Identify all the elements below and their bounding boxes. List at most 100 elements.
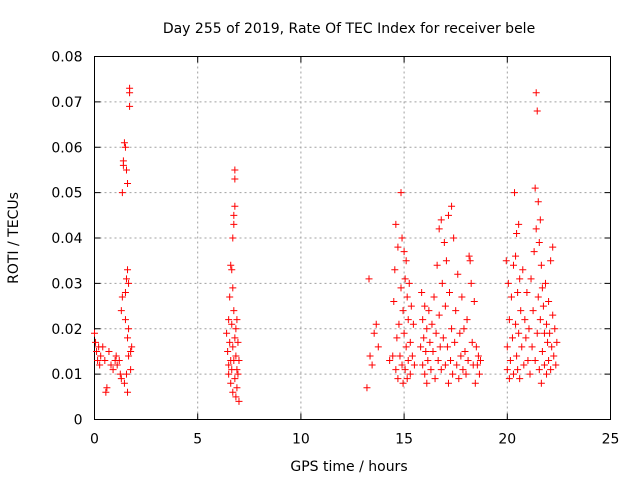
data-point	[524, 357, 532, 365]
data-point	[122, 370, 130, 378]
data-point	[529, 307, 537, 315]
data-point	[403, 293, 411, 301]
data-point	[113, 361, 121, 369]
data-point	[535, 366, 543, 374]
data-point	[451, 338, 459, 346]
data-point	[440, 239, 448, 247]
data-point	[455, 375, 463, 383]
data-point	[437, 366, 445, 374]
data-point	[225, 370, 233, 378]
y-tick-label: 0.06	[51, 140, 82, 156]
data-point	[399, 379, 407, 387]
data-point	[457, 352, 465, 360]
data-point	[447, 357, 455, 365]
data-point	[435, 225, 443, 233]
data-point	[541, 279, 549, 287]
data-point	[370, 329, 378, 337]
y-tick-label: 0.02	[51, 322, 82, 338]
data-point	[363, 384, 371, 392]
data-point	[475, 370, 483, 378]
data-point	[228, 266, 236, 274]
data-point	[513, 352, 521, 360]
data-point	[441, 361, 449, 369]
data-point	[527, 275, 535, 283]
data-point	[400, 248, 408, 256]
data-point	[504, 279, 512, 287]
data-point	[410, 361, 418, 369]
data-point	[117, 375, 125, 383]
data-point	[119, 157, 127, 165]
data-point	[234, 338, 242, 346]
data-point	[435, 311, 443, 319]
data-point	[409, 320, 417, 328]
data-point	[107, 361, 115, 369]
data-point	[231, 375, 239, 383]
data-point	[228, 320, 236, 328]
data-point	[549, 311, 557, 319]
data-point	[232, 352, 240, 360]
data-point	[404, 357, 412, 365]
data-point	[230, 307, 238, 315]
data-point	[404, 316, 412, 324]
data-point	[223, 329, 231, 337]
data-point	[421, 370, 429, 378]
data-point	[122, 275, 130, 283]
data-point	[536, 316, 544, 324]
data-point	[403, 375, 411, 383]
data-point	[509, 261, 517, 269]
data-point	[101, 357, 109, 365]
data-point	[420, 334, 428, 342]
data-point	[466, 257, 474, 265]
data-point	[552, 361, 560, 369]
data-point	[121, 288, 129, 296]
data-point	[553, 338, 561, 346]
data-point	[125, 352, 133, 360]
data-point	[530, 248, 538, 256]
data-point	[118, 189, 126, 197]
data-point	[124, 266, 132, 274]
data-point	[467, 279, 475, 287]
data-point	[534, 198, 542, 206]
data-point	[372, 320, 380, 328]
data-point	[91, 329, 98, 337]
data-point	[127, 347, 135, 355]
x-tick-label: 10	[292, 432, 310, 448]
data-point	[534, 293, 542, 301]
data-point	[406, 370, 414, 378]
data-point	[105, 347, 113, 355]
data-point	[394, 243, 402, 251]
data-point	[124, 334, 132, 342]
data-point	[503, 343, 511, 351]
data-point	[521, 316, 529, 324]
data-point	[227, 379, 235, 387]
data-point	[225, 316, 233, 324]
data-point	[230, 220, 238, 228]
data-point	[365, 275, 373, 283]
data-point	[417, 343, 425, 351]
data-point	[393, 334, 401, 342]
data-point	[419, 361, 427, 369]
data-point	[232, 325, 240, 333]
data-point	[533, 107, 541, 115]
data-point	[533, 329, 541, 337]
data-point	[233, 316, 241, 324]
data-point	[437, 216, 445, 224]
x-tick-label: 15	[395, 432, 413, 448]
data-point	[517, 307, 525, 315]
data-point	[407, 302, 415, 310]
data-point	[422, 347, 430, 355]
data-point	[94, 357, 102, 365]
data-point	[122, 166, 130, 174]
data-point	[472, 343, 480, 351]
data-point	[473, 361, 481, 369]
data-point	[227, 261, 235, 269]
data-point	[374, 343, 382, 351]
data-point	[547, 366, 555, 374]
data-point	[551, 325, 559, 333]
data-point	[427, 366, 435, 374]
data-point	[92, 338, 100, 346]
data-point	[448, 202, 456, 210]
data-point	[93, 347, 101, 355]
data-point	[389, 352, 397, 360]
data-point	[127, 366, 135, 374]
